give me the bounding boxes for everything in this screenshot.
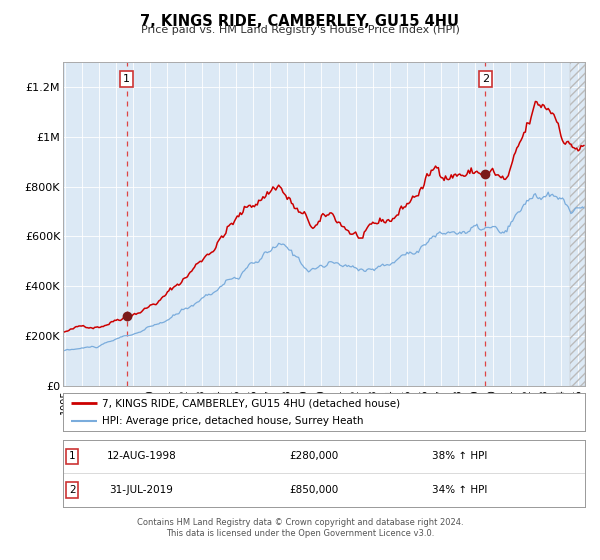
Text: £280,000: £280,000 <box>289 451 338 461</box>
Text: 12-AUG-1998: 12-AUG-1998 <box>106 451 176 461</box>
Text: Contains HM Land Registry data © Crown copyright and database right 2024.: Contains HM Land Registry data © Crown c… <box>137 518 463 527</box>
Text: Price paid vs. HM Land Registry's House Price Index (HPI): Price paid vs. HM Land Registry's House … <box>140 25 460 35</box>
Text: 34% ↑ HPI: 34% ↑ HPI <box>432 485 487 495</box>
Text: This data is licensed under the Open Government Licence v3.0.: This data is licensed under the Open Gov… <box>166 529 434 538</box>
Text: 2: 2 <box>482 74 489 84</box>
Text: HPI: Average price, detached house, Surrey Heath: HPI: Average price, detached house, Surr… <box>102 416 364 426</box>
Text: 2: 2 <box>69 485 76 495</box>
Text: 31-JUL-2019: 31-JUL-2019 <box>109 485 173 495</box>
Text: £850,000: £850,000 <box>289 485 338 495</box>
Text: 1: 1 <box>123 74 130 84</box>
Text: 7, KINGS RIDE, CAMBERLEY, GU15 4HU (detached house): 7, KINGS RIDE, CAMBERLEY, GU15 4HU (deta… <box>102 398 400 408</box>
Text: 38% ↑ HPI: 38% ↑ HPI <box>432 451 487 461</box>
Text: 1: 1 <box>69 451 76 461</box>
Text: 7, KINGS RIDE, CAMBERLEY, GU15 4HU: 7, KINGS RIDE, CAMBERLEY, GU15 4HU <box>140 14 460 29</box>
